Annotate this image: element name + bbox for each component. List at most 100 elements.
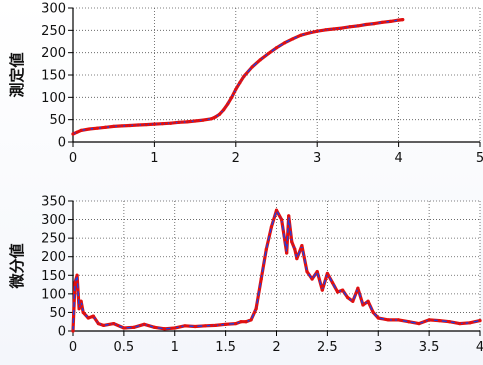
chart1-data-point <box>234 87 238 91</box>
chart2-data-point <box>371 310 375 315</box>
chart1-data-point <box>152 122 156 126</box>
chart2-data-point <box>361 303 365 307</box>
chart2-data-point <box>366 299 370 303</box>
chart1-data-point <box>221 108 226 112</box>
chart2-data-point <box>142 322 146 326</box>
chart2-x-tick-label: 2 <box>272 340 280 355</box>
chart2-x-tick-label: 1.5 <box>215 340 236 355</box>
chart1-data-point <box>401 18 405 22</box>
chart2-data-point <box>407 320 411 324</box>
chart1-data-point <box>128 123 132 128</box>
chart2-data-point <box>249 318 253 322</box>
chart2-data-point <box>162 327 167 331</box>
chart2-y-axis-title: 微分値 <box>8 243 26 289</box>
chart1-x-tick-label: 4 <box>394 151 402 166</box>
chart1-data-point <box>87 127 91 131</box>
chart2-data-point <box>356 286 360 290</box>
chart1-data-point <box>274 46 279 50</box>
chart2-data-point <box>346 295 350 300</box>
chart1-y-tick-label: 250 <box>41 24 66 39</box>
chart1-y-axis-title: 測定値 <box>8 52 26 97</box>
chart2-data-point <box>320 288 324 292</box>
chart2-data-point <box>330 281 335 285</box>
chart2-data-point <box>417 321 421 326</box>
chart1-data-point <box>250 65 254 69</box>
chart1-data-point <box>364 22 368 27</box>
chart2-y-tick-label: 150 <box>41 269 66 284</box>
chart1-y-tick-label: 0 <box>58 136 66 151</box>
chart2-data-point <box>447 320 452 324</box>
chart1-y-tick-label: 300 <box>41 2 66 17</box>
chart2-data-point <box>122 326 126 330</box>
chart1-data-point <box>144 122 148 127</box>
chart1-data-point <box>169 121 173 125</box>
chart1-data-point <box>160 122 165 126</box>
chart2-data-point <box>152 325 156 329</box>
chart2-data-point <box>325 271 329 276</box>
chart1-x-tick-label: 1 <box>150 151 158 166</box>
chart2-data-point <box>287 214 291 218</box>
chart2-data-point <box>264 247 268 251</box>
chart2-data-point <box>293 247 297 251</box>
chart2-x-tick-label: 1 <box>171 340 179 355</box>
chart1-data-point <box>372 22 376 26</box>
chart2-data-point <box>203 324 207 328</box>
chart1-x-tick-label: 2 <box>232 151 240 166</box>
chart1-data-point <box>177 120 181 124</box>
chart1-data-point <box>307 31 311 35</box>
chart2-data-point <box>86 316 90 320</box>
chart2-x-tick-label: 0 <box>69 340 77 355</box>
chart1-data-point <box>299 33 303 37</box>
chart1-data-point <box>388 19 393 23</box>
chart2-data-point <box>96 321 101 326</box>
chart1-data-point <box>120 124 124 128</box>
chart1-data-point <box>238 80 242 85</box>
chart2-data-point <box>91 314 95 318</box>
chart1-data-point <box>79 128 83 132</box>
chart2-data-point <box>173 326 177 330</box>
chart1-data-point <box>201 118 205 122</box>
chart2-data-point <box>269 225 274 229</box>
chart2-data-point <box>81 310 85 315</box>
chart2-data-point <box>77 307 81 311</box>
chart1-data-point <box>226 102 230 106</box>
chart1-data-point <box>71 132 75 136</box>
chart2-data-point <box>376 316 380 320</box>
chart2-x-tick-label: 3 <box>374 340 382 355</box>
chart1-data-point <box>348 25 352 29</box>
chart2-data-point <box>351 299 355 303</box>
chart1-data-point <box>291 37 295 41</box>
chart2-data-point <box>478 319 482 323</box>
chart2-data-point <box>386 318 391 322</box>
chart1-data-point <box>380 20 384 24</box>
chart2-data-point <box>254 307 258 311</box>
chart2-data-point <box>305 269 309 274</box>
chart1-data-point <box>266 51 270 56</box>
chart1-x-tick-label: 0 <box>69 151 77 166</box>
chart2-data-point <box>279 217 284 222</box>
chart1-data-point <box>185 120 189 124</box>
chart2-y-tick-label: 250 <box>41 232 66 247</box>
chart2-data-point <box>73 281 77 285</box>
chart2-x-tick-label: 0.5 <box>114 340 135 355</box>
chart2-data-point <box>79 299 83 303</box>
chart1-y-tick-label: 50 <box>49 113 66 128</box>
chart2-y-tick-label: 200 <box>41 250 66 265</box>
chart1-data-point <box>323 28 327 32</box>
chart2-data-point <box>290 240 294 244</box>
chart2-data-point <box>132 325 136 329</box>
chart2-data-point <box>274 208 279 212</box>
chart2-data-point <box>75 273 79 277</box>
chart2-data-point <box>183 324 187 328</box>
chart1-data-point <box>112 124 116 128</box>
chart2-y-tick-label: 0 <box>58 325 66 340</box>
chart1-data-point <box>242 74 246 78</box>
chart2-y-tick-label: 50 <box>49 306 66 321</box>
chart2-data-point <box>193 324 197 329</box>
chart2-data-point <box>285 251 289 255</box>
chart2-data-point <box>101 323 106 328</box>
chart1-x-tick-label: 5 <box>476 151 483 166</box>
chart1-data-point <box>230 95 234 99</box>
